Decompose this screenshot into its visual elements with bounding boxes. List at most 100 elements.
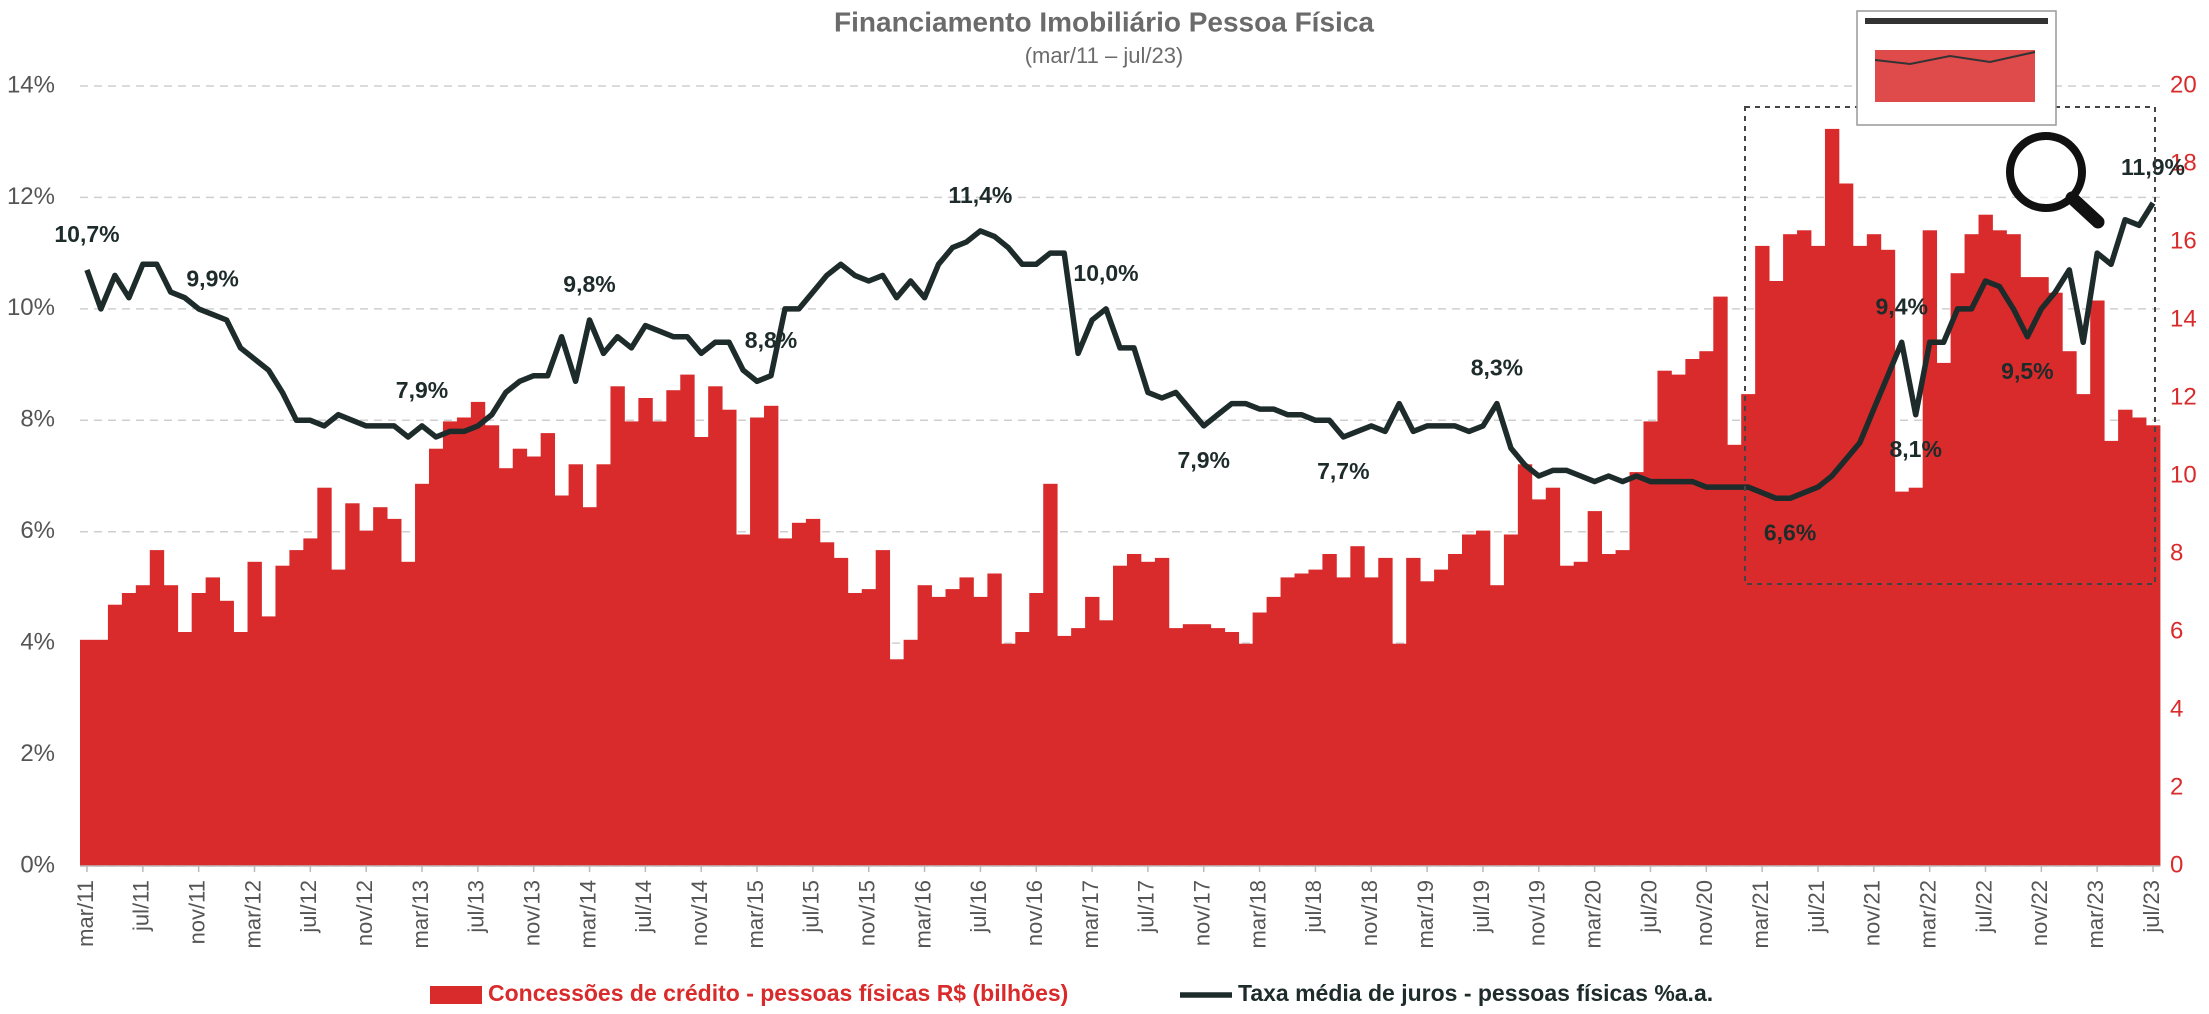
bar — [1657, 371, 1671, 866]
x-tick-label: jul/15 — [799, 880, 824, 934]
bar — [1546, 488, 1560, 866]
data-label: 11,9% — [2121, 154, 2185, 180]
bar — [987, 574, 1001, 867]
bar — [94, 640, 108, 866]
data-label: 6,6% — [1764, 519, 1816, 545]
bar — [1685, 359, 1699, 866]
bar — [736, 535, 750, 867]
legend-swatch — [430, 986, 482, 1004]
thumbnail-header — [1865, 18, 2048, 24]
x-tick-label: jul/19 — [1469, 880, 1494, 934]
bar — [555, 496, 569, 867]
bar — [1141, 562, 1155, 866]
bar — [220, 601, 234, 866]
bar — [1099, 620, 1113, 866]
bar — [1029, 593, 1043, 866]
bar — [1490, 585, 1504, 866]
bar — [1448, 554, 1462, 866]
x-tick-label: mar/22 — [1915, 880, 1940, 948]
bar — [261, 616, 275, 866]
bar — [2104, 441, 2118, 866]
bar — [1825, 129, 1839, 866]
x-tick-label: mar/13 — [408, 880, 433, 948]
x-tick-label: nov/22 — [2027, 880, 2052, 946]
bar — [2132, 418, 2146, 867]
bar — [1630, 472, 1644, 866]
y-tick-label: 8% — [20, 406, 55, 433]
x-tick-label: mar/19 — [1413, 880, 1438, 948]
x-tick-label: mar/20 — [1580, 880, 1605, 948]
bar — [1783, 234, 1797, 866]
bar — [569, 464, 583, 866]
bar — [1127, 554, 1141, 866]
bar — [136, 585, 150, 866]
y-tick-label: 12% — [7, 183, 55, 210]
bar — [1183, 624, 1197, 866]
bar — [680, 375, 694, 866]
bar — [415, 484, 429, 866]
bar — [1853, 246, 1867, 866]
x-tick-label: nov/21 — [1860, 880, 1885, 946]
bar — [1797, 230, 1811, 866]
bar — [289, 550, 303, 866]
bar — [387, 519, 401, 866]
bar — [513, 449, 527, 866]
bar — [973, 597, 987, 866]
bar — [485, 425, 499, 866]
data-label: 8,1% — [1889, 436, 1941, 462]
bar — [541, 433, 555, 866]
bar — [373, 507, 387, 866]
data-label: 9,9% — [186, 266, 238, 292]
x-tick-label: mar/12 — [240, 880, 265, 948]
bar — [1895, 492, 1909, 866]
y2-tick-label: 2 — [2170, 773, 2183, 800]
bar — [234, 632, 248, 866]
x-tick-label: mar/16 — [910, 880, 935, 948]
bar — [1741, 394, 1755, 866]
bar — [1043, 484, 1057, 866]
bar — [1881, 250, 1895, 866]
x-tick-label: nov/15 — [855, 880, 880, 946]
bar — [597, 464, 611, 866]
bar — [164, 585, 178, 866]
x-tick-label: jul/13 — [464, 880, 489, 934]
bar — [1504, 535, 1518, 867]
bar — [1169, 628, 1183, 866]
bar — [80, 640, 94, 866]
bar — [1001, 644, 1015, 866]
bar — [1476, 531, 1490, 866]
bar — [792, 523, 806, 866]
bar — [401, 562, 415, 866]
x-tick-label: nov/13 — [520, 880, 545, 946]
data-label: 10,7% — [54, 221, 119, 247]
bar — [1392, 644, 1406, 866]
bar — [1434, 570, 1448, 866]
bar — [1155, 558, 1169, 866]
bar — [1965, 234, 1979, 866]
bar — [527, 457, 541, 867]
x-tick-label: nov/19 — [1525, 880, 1550, 946]
bar — [317, 488, 331, 866]
bar — [2076, 394, 2090, 866]
bar — [1588, 511, 1602, 866]
y2-tick-label: 14 — [2170, 305, 2197, 332]
y2-tick-label: 10 — [2170, 461, 2197, 488]
bar — [904, 640, 918, 866]
bar — [206, 577, 220, 866]
bar — [1979, 215, 1993, 866]
bar — [192, 593, 206, 866]
bar — [443, 421, 457, 866]
bar — [1699, 351, 1713, 866]
bar — [610, 386, 624, 866]
y-tick-label: 4% — [20, 628, 55, 655]
bar — [1211, 628, 1225, 866]
data-label: 8,3% — [1471, 355, 1523, 381]
bar — [1057, 636, 1071, 866]
bar — [248, 562, 262, 866]
bar — [694, 437, 708, 866]
bar — [1574, 562, 1588, 866]
bar — [638, 398, 652, 866]
bar — [1923, 230, 1937, 866]
bar — [1755, 246, 1769, 866]
x-tick-label: nov/20 — [1692, 880, 1717, 946]
